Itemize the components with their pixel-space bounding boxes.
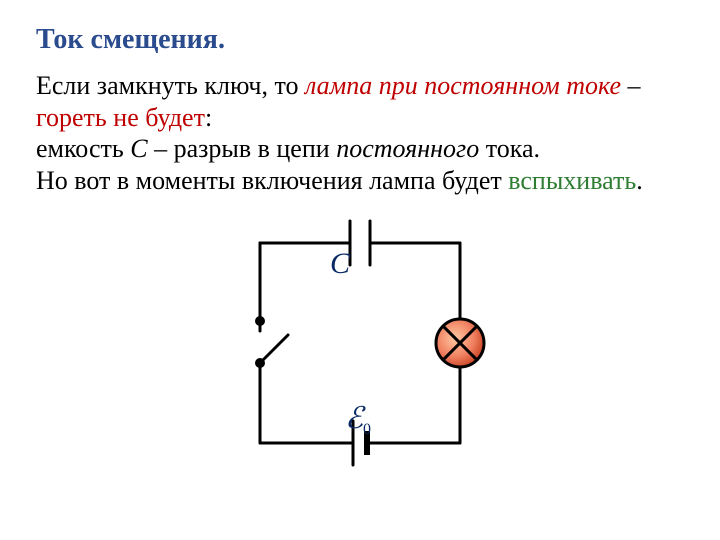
- text-segment: вспыхивать: [508, 166, 636, 195]
- circuit-svg: Cℰ0: [210, 203, 510, 483]
- text-segment: –: [621, 71, 641, 100]
- text-segment: гореть не будет: [36, 103, 205, 132]
- body-paragraph: Если замкнуть ключ, то лампа при постоян…: [36, 70, 684, 197]
- text-segment: Но вот в моменты включения лампа будет: [36, 166, 508, 195]
- text-segment: тока.: [479, 134, 540, 163]
- text-segment: .: [636, 166, 643, 195]
- text-segment: – разрыв в цепи: [148, 134, 337, 163]
- svg-text:C: C: [330, 247, 351, 280]
- text-segment: С: [130, 134, 147, 163]
- svg-text:0: 0: [363, 421, 371, 438]
- text-segment: постоянного: [336, 134, 479, 163]
- circuit-diagram: Cℰ0: [36, 203, 684, 483]
- text-segment: емкость: [36, 134, 130, 163]
- text-segment: Если замкнуть ключ, то: [36, 71, 305, 100]
- slide-title: Ток смещения.: [36, 24, 684, 56]
- text-segment: :: [205, 103, 212, 132]
- text-segment: лампа при постоянном токе: [305, 71, 621, 100]
